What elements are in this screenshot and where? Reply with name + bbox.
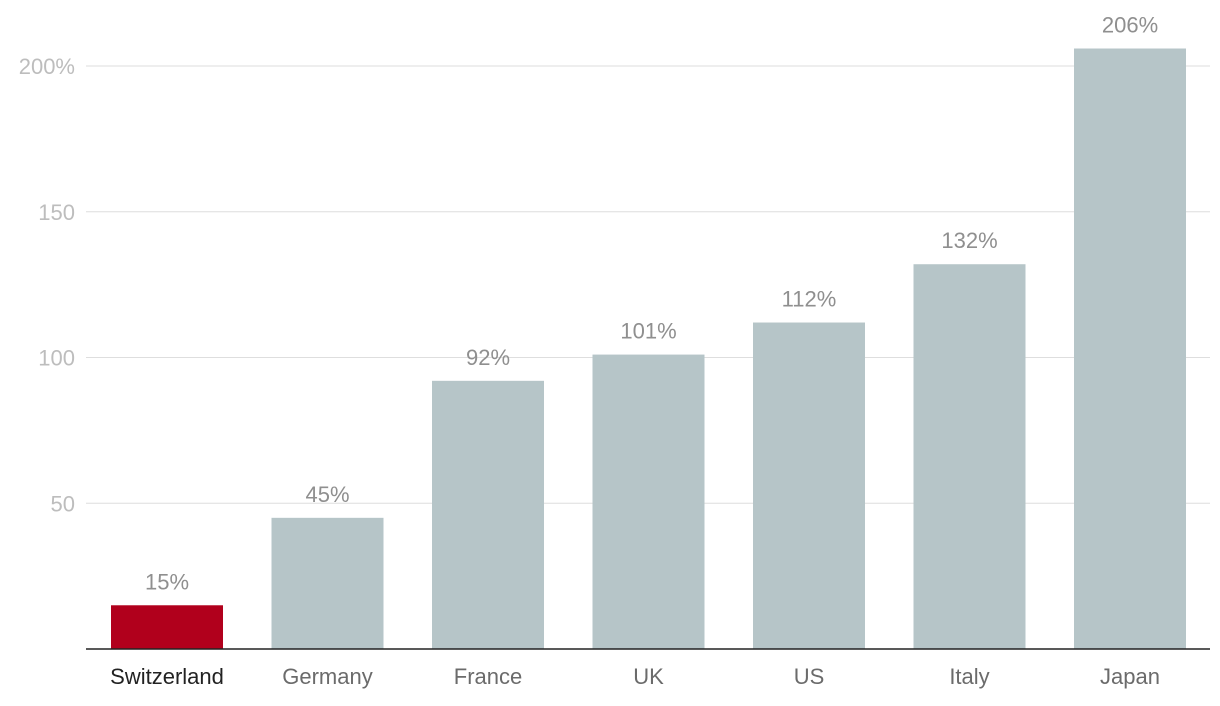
bar-value-label: 112% (782, 287, 837, 312)
y-tick-label: 50 (51, 491, 75, 516)
bar-value-label: 15% (145, 569, 189, 594)
bar-value-label: 101% (620, 319, 676, 344)
y-tick-label: 100 (38, 346, 75, 371)
bar-japan (1074, 48, 1186, 649)
category-label: Italy (949, 664, 989, 689)
bars (111, 48, 1186, 649)
y-tick-label: 150 (38, 200, 75, 225)
y-tick-label: 200% (19, 54, 75, 79)
bar-switzerland (111, 605, 223, 649)
category-label: Switzerland (110, 664, 224, 689)
category-label: Japan (1100, 664, 1160, 689)
category-label: UK (633, 664, 664, 689)
bar-value-label: 92% (466, 345, 510, 370)
bar-value-label: 132% (941, 228, 997, 253)
bar-germany (271, 517, 384, 649)
bar-value-label: 206% (1102, 13, 1158, 38)
category-label: France (454, 664, 522, 689)
bar-italy (913, 264, 1026, 649)
category-label: Germany (282, 664, 372, 689)
y-axis-ticks: 50 100 150 200% (19, 54, 75, 516)
bar-uk (592, 354, 705, 649)
bar-france (432, 380, 544, 649)
category-label: US (794, 664, 825, 689)
bar-value-label: 45% (305, 482, 349, 507)
bar-us (753, 322, 865, 649)
bar-value-labels: 15% 45% 92% 101% 112% 132% 206% (145, 13, 1158, 595)
x-axis-categories: Switzerland Germany France UK US Italy Japan (110, 664, 1160, 689)
